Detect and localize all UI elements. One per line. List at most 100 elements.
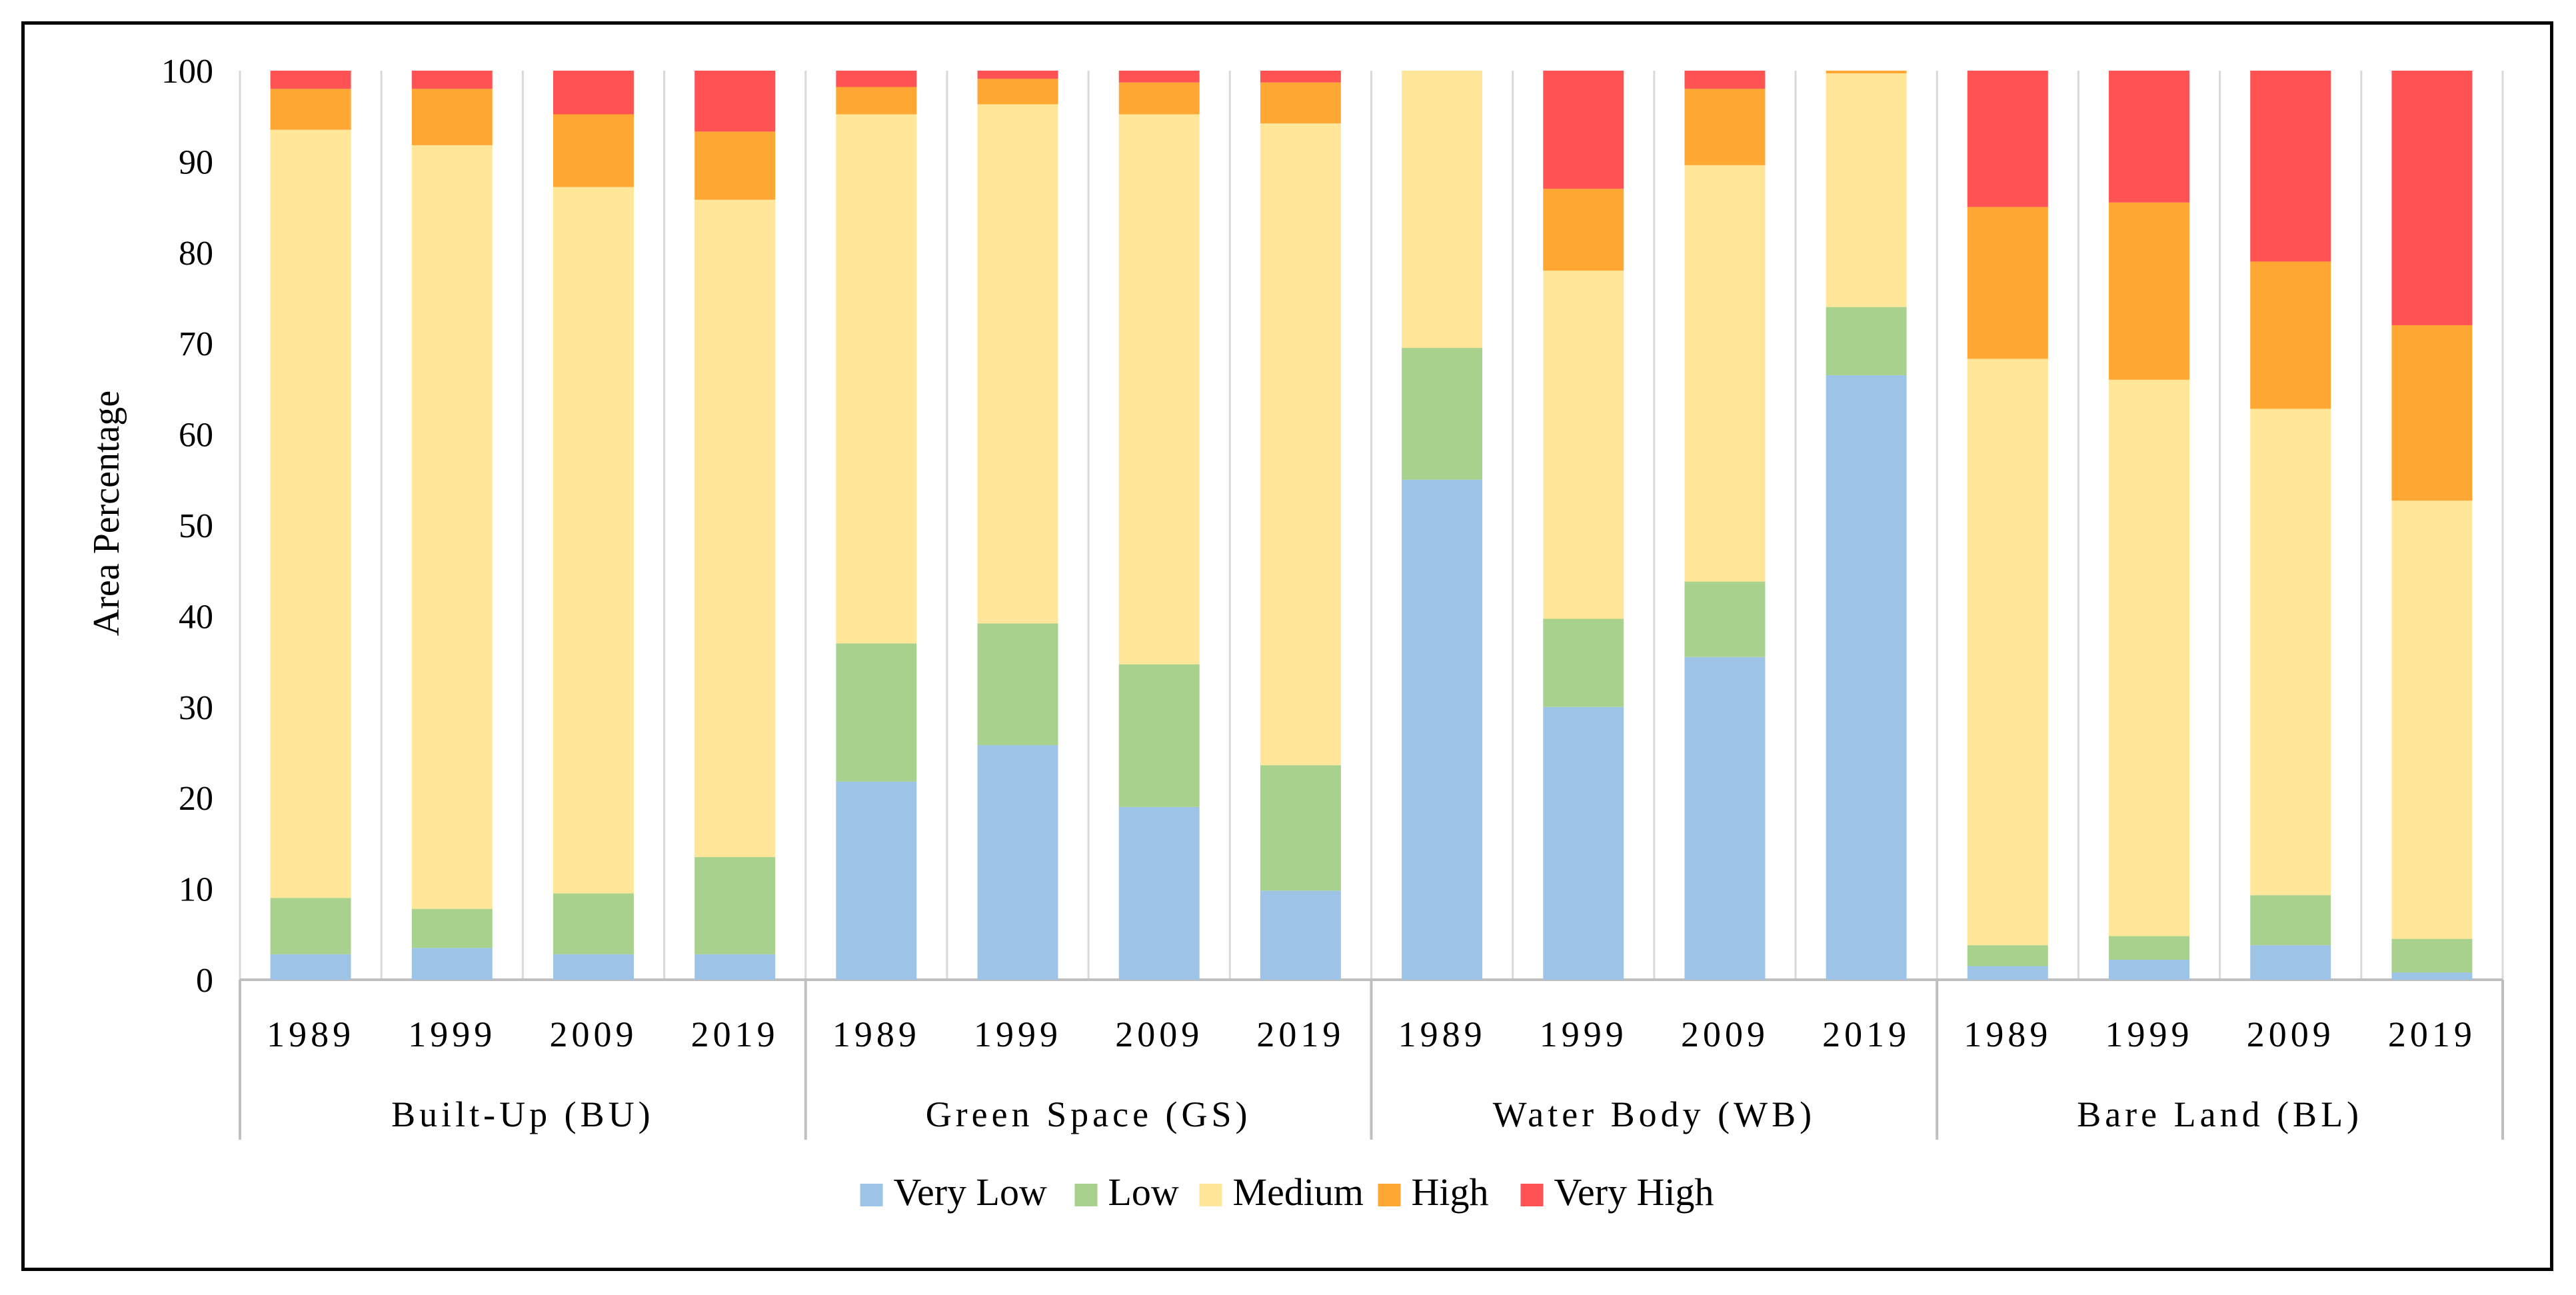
bar-segment-high: [2391, 325, 2473, 501]
bar-segment-very-high: [836, 71, 917, 87]
bar-segment-high: [977, 79, 1058, 105]
x-tick-label-year: 2009: [2247, 1014, 2335, 1054]
x-tick-label-year: 1999: [974, 1014, 1062, 1054]
bar-segment-very-low: [1684, 656, 1766, 980]
x-tick-label-year: 1989: [1398, 1014, 1486, 1054]
bar-segment-very-high: [1967, 71, 2048, 207]
bar-segment-very-low: [1826, 375, 1907, 980]
legend-label: Medium: [1233, 1170, 1364, 1214]
bar-segment-low: [1260, 765, 1341, 891]
bar-segment-medium: [836, 114, 917, 644]
legend-label: High: [1412, 1170, 1489, 1214]
bar-segment-very-high: [694, 71, 776, 132]
bar-segment-low: [1118, 664, 1200, 807]
bar-segment-low: [2391, 938, 2473, 973]
x-tick-label-year: 2019: [1256, 1014, 1344, 1054]
bar-segment-very-low: [836, 781, 917, 980]
x-group-label: Water Body (WB): [1493, 1094, 1816, 1134]
y-tick-label: 30: [179, 689, 213, 727]
bar-segment-medium: [1260, 123, 1341, 766]
bar-segment-high: [1684, 89, 1766, 165]
bar-segment-very-high: [2391, 71, 2473, 325]
bar-segment-high: [553, 114, 634, 187]
bar-segment-low: [1826, 307, 1907, 375]
bar-segment-very-high: [977, 71, 1058, 79]
y-axis-title: Area Percentage: [86, 391, 127, 636]
x-tick-label-year: 1999: [408, 1014, 496, 1054]
y-tick-label: 90: [179, 143, 213, 181]
bar-segment-medium: [553, 187, 634, 894]
bar-segment-high: [1826, 71, 1907, 74]
bar-segment-high: [411, 89, 493, 145]
x-tick-label-year: 2009: [549, 1014, 637, 1054]
bar-segment-very-high: [2109, 71, 2190, 203]
bar-segment-medium: [1402, 71, 1483, 349]
bar-segment-high: [270, 89, 351, 130]
bar-segment-very-high: [553, 71, 634, 115]
x-tick-label-year: 1999: [1540, 1014, 1628, 1054]
bar-segment-very-low: [553, 954, 634, 980]
bar-segment-medium: [1118, 114, 1200, 664]
bar-segment-very-low: [1967, 966, 2048, 980]
bar-segment-very-low: [2391, 972, 2473, 980]
bar-segment-medium: [1543, 271, 1624, 619]
x-group-label: Bare Land (BL): [2077, 1094, 2363, 1134]
bar-segment-low: [411, 908, 493, 948]
x-tick-label-year: 1989: [1963, 1014, 2051, 1054]
bar-segment-medium: [1826, 73, 1907, 307]
legend-label: Low: [1108, 1170, 1179, 1214]
bar-segment-low: [2109, 936, 2190, 960]
y-tick-label: 10: [179, 871, 213, 909]
y-tick-label: 50: [179, 507, 213, 545]
bar-segment-medium: [411, 145, 493, 909]
bar-segment-medium: [270, 129, 351, 898]
bar-segment-high: [1967, 207, 2048, 359]
bar-segment-high: [1118, 82, 1200, 115]
bar-segment-very-high: [2250, 71, 2331, 262]
bar-segment-low: [836, 643, 917, 782]
bar-segment-medium: [2250, 409, 2331, 896]
y-tick-label: 60: [179, 417, 213, 455]
legend-swatch: [1199, 1184, 1222, 1206]
bar-segment-very-low: [1402, 479, 1483, 980]
bar-segment-low: [1402, 348, 1483, 480]
y-tick-label: 80: [179, 235, 213, 273]
x-tick-label-year: 1989: [267, 1014, 355, 1054]
bar-segment-high: [836, 87, 917, 115]
bar-segment-high: [1543, 189, 1624, 271]
x-tick-label-year: 1999: [2105, 1014, 2193, 1054]
bar-segment-medium: [2391, 501, 2473, 939]
bar-segment-low: [977, 623, 1058, 746]
bar-segment-low: [694, 856, 776, 954]
legend: Very Low Low Medium High Very High: [860, 1170, 1714, 1214]
bar-segment-very-low: [1543, 706, 1624, 980]
bar-segment-medium: [694, 199, 776, 857]
x-tick-label-year: 2019: [1822, 1014, 1910, 1054]
bar-segment-very-low: [2250, 945, 2331, 980]
legend-label: Very High: [1554, 1170, 1714, 1214]
bar-segment-very-high: [1260, 71, 1341, 83]
legend-swatch: [1074, 1184, 1098, 1206]
x-tick-label-year: 2009: [1681, 1014, 1769, 1054]
x-tick-label-year: 2019: [691, 1014, 779, 1054]
bar-segment-medium: [2109, 379, 2190, 936]
bar-segment-low: [270, 898, 351, 954]
x-tick-label-year: 1989: [832, 1014, 920, 1054]
x-group-label: Built-Up (BU): [391, 1094, 654, 1134]
bar-segment-very-low: [977, 745, 1058, 980]
bar-segment-low: [553, 893, 634, 954]
bar-segment-medium: [1967, 359, 2048, 946]
bar-segment-low: [1684, 581, 1766, 657]
bar-segment-very-high: [411, 71, 493, 89]
x-group-label: Green Space (GS): [926, 1094, 1252, 1134]
x-tick-label-year: 2019: [2388, 1014, 2476, 1054]
bar-segment-low: [1967, 945, 2048, 966]
bar-segment-very-low: [270, 954, 351, 980]
bar-segment-medium: [977, 104, 1058, 624]
bar-segment-low: [2250, 895, 2331, 946]
bar-segment-medium: [1684, 165, 1766, 582]
y-tick-label: 20: [179, 780, 213, 818]
x-tick-label-year: 2009: [1115, 1014, 1203, 1054]
y-tick-label: 70: [179, 325, 213, 363]
